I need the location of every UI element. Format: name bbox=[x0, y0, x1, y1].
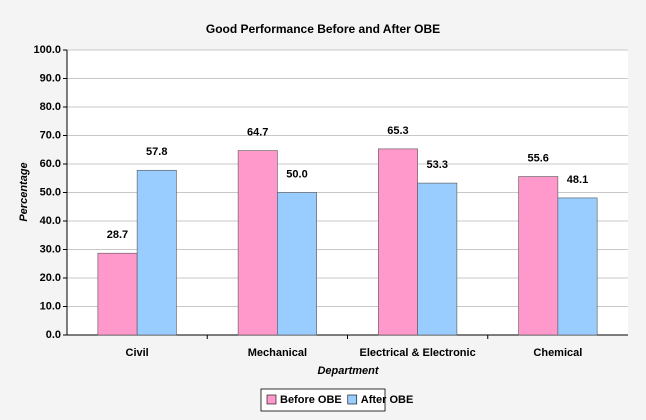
value-label: 50.0 bbox=[286, 168, 307, 180]
legend-label: Before OBE bbox=[280, 394, 342, 406]
y-tick-label: 20.0 bbox=[40, 272, 61, 284]
bar bbox=[417, 182, 458, 336]
legend-box bbox=[260, 388, 386, 412]
x-axis-label: Department bbox=[317, 365, 379, 377]
legend-swatch bbox=[347, 394, 358, 405]
bar bbox=[136, 169, 177, 336]
y-tick-label: 90.0 bbox=[40, 72, 61, 84]
bar bbox=[557, 197, 598, 336]
y-tick-label: 70.0 bbox=[40, 129, 61, 141]
y-tick-label: 30.0 bbox=[40, 243, 61, 255]
bar bbox=[518, 176, 559, 336]
value-label: 53.3 bbox=[427, 159, 448, 171]
y-axis-label: Percentage bbox=[18, 162, 30, 221]
y-tick-label: 80.0 bbox=[40, 101, 61, 113]
bar bbox=[237, 150, 278, 336]
value-label: 55.6 bbox=[528, 152, 549, 164]
value-label: 57.8 bbox=[146, 146, 167, 158]
bar bbox=[378, 148, 418, 336]
x-tick-label: Civil bbox=[126, 347, 149, 359]
y-tick-label: 0.0 bbox=[46, 329, 61, 341]
y-tick-label: 60.0 bbox=[40, 158, 61, 170]
bar bbox=[97, 252, 138, 336]
y-tick-label: 10.0 bbox=[40, 300, 61, 312]
chart-title: Good Performance Before and After OBE bbox=[206, 22, 440, 36]
legend-swatch bbox=[266, 394, 277, 405]
legend-label: After OBE bbox=[361, 394, 414, 406]
y-tick-label: 50.0 bbox=[40, 186, 61, 198]
x-tick-label: Electrical & Electronic bbox=[360, 347, 476, 359]
y-tick-label: 40.0 bbox=[40, 215, 61, 227]
x-tick-label: Mechanical bbox=[248, 347, 307, 359]
value-label: 48.1 bbox=[567, 174, 588, 186]
x-tick-label: Chemical bbox=[533, 347, 582, 359]
bar bbox=[277, 192, 317, 336]
value-label: 65.3 bbox=[387, 125, 408, 137]
y-tick-label: 100.0 bbox=[33, 44, 61, 56]
value-label: 64.7 bbox=[247, 127, 268, 139]
value-label: 28.7 bbox=[107, 229, 128, 241]
